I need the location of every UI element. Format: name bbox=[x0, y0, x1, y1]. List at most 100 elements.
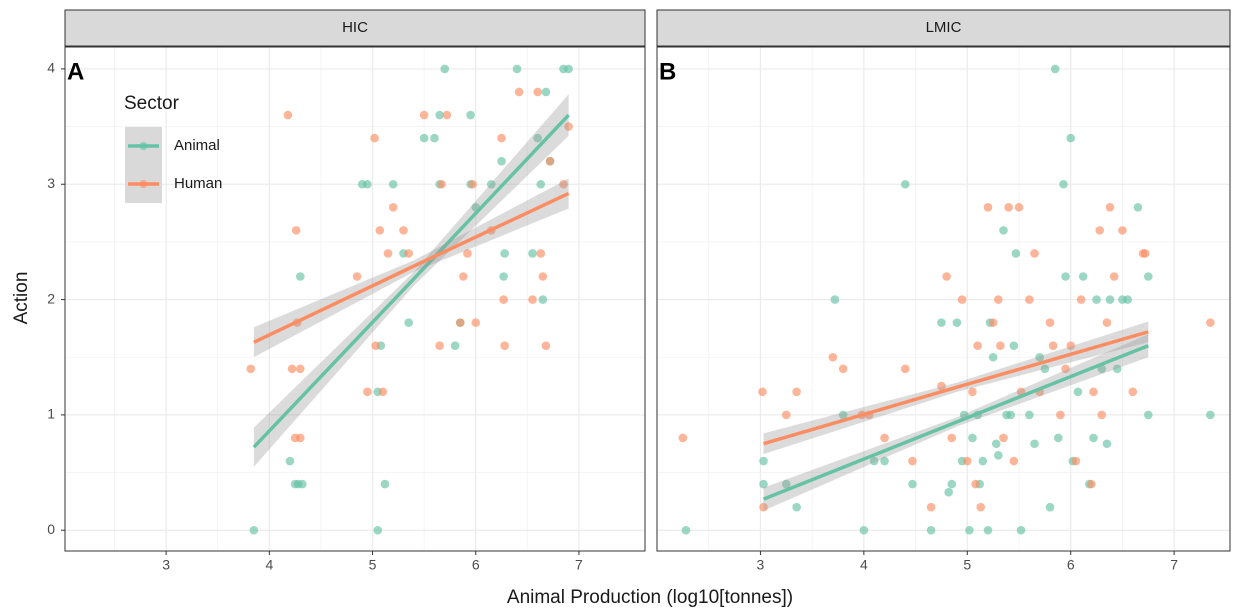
point bbox=[908, 456, 917, 466]
point bbox=[463, 249, 472, 258]
y-tick-label: 3 bbox=[47, 175, 55, 191]
point bbox=[1143, 272, 1153, 281]
point bbox=[869, 456, 879, 466]
point bbox=[564, 64, 573, 74]
point bbox=[828, 352, 838, 362]
point bbox=[499, 295, 508, 304]
point bbox=[968, 433, 977, 443]
x-tick-label: 4 bbox=[265, 557, 273, 573]
point bbox=[455, 318, 465, 327]
point bbox=[296, 433, 305, 443]
legend-label: Animal bbox=[174, 137, 220, 154]
point bbox=[1066, 341, 1076, 351]
point bbox=[1035, 352, 1044, 362]
point bbox=[1128, 387, 1138, 397]
point bbox=[937, 381, 946, 391]
x-tick-label: 3 bbox=[162, 557, 170, 573]
strip bbox=[64, 9, 646, 47]
strip bbox=[656, 9, 1231, 47]
point bbox=[298, 479, 307, 489]
panel-border bbox=[64, 46, 646, 552]
point bbox=[1054, 433, 1063, 443]
point bbox=[759, 456, 768, 466]
point bbox=[466, 110, 475, 120]
point bbox=[388, 179, 398, 189]
point bbox=[380, 479, 390, 489]
point bbox=[1097, 410, 1107, 420]
point bbox=[1112, 364, 1122, 374]
point bbox=[545, 156, 555, 166]
point bbox=[994, 295, 1003, 304]
point bbox=[287, 364, 297, 374]
point bbox=[249, 525, 259, 535]
point bbox=[1123, 295, 1132, 304]
point bbox=[1066, 133, 1076, 143]
point bbox=[759, 502, 768, 512]
point bbox=[859, 525, 869, 535]
point bbox=[388, 203, 398, 212]
point bbox=[450, 341, 460, 351]
point bbox=[375, 226, 385, 235]
point bbox=[486, 179, 496, 189]
point bbox=[759, 479, 768, 489]
point bbox=[564, 122, 573, 131]
point bbox=[792, 502, 801, 512]
point bbox=[533, 133, 542, 143]
point bbox=[536, 249, 546, 258]
point bbox=[1102, 439, 1112, 449]
point bbox=[541, 87, 551, 97]
point bbox=[1092, 295, 1101, 304]
point bbox=[352, 272, 362, 281]
point bbox=[1059, 179, 1068, 189]
x-tick-label: 3 bbox=[757, 557, 765, 573]
point bbox=[1133, 203, 1143, 212]
point bbox=[1061, 272, 1070, 281]
point bbox=[999, 433, 1008, 443]
point bbox=[758, 387, 767, 397]
point bbox=[1105, 203, 1115, 212]
point bbox=[1030, 439, 1039, 449]
point bbox=[983, 525, 993, 535]
point bbox=[1009, 456, 1019, 466]
point bbox=[1071, 456, 1081, 466]
point bbox=[459, 272, 468, 281]
point bbox=[900, 179, 910, 189]
point bbox=[296, 272, 305, 281]
point bbox=[512, 64, 522, 74]
point bbox=[976, 502, 986, 512]
x-tick-label: 4 bbox=[860, 557, 868, 573]
point bbox=[285, 456, 295, 466]
point bbox=[781, 479, 791, 489]
point bbox=[528, 249, 537, 258]
point bbox=[442, 110, 452, 120]
point bbox=[781, 410, 791, 420]
point bbox=[383, 249, 393, 258]
point bbox=[1087, 479, 1096, 489]
point bbox=[1095, 226, 1104, 235]
y-tick-label: 4 bbox=[47, 60, 55, 76]
point bbox=[973, 341, 982, 351]
point bbox=[437, 179, 446, 189]
point bbox=[926, 525, 936, 535]
point bbox=[435, 110, 444, 120]
point bbox=[1006, 410, 1016, 420]
x-axis-title: Animal Production (log10[tonnes]) bbox=[507, 587, 793, 608]
point bbox=[962, 456, 972, 466]
point bbox=[1011, 249, 1021, 258]
point bbox=[378, 387, 388, 397]
point bbox=[1140, 249, 1150, 258]
point bbox=[296, 364, 305, 374]
point bbox=[246, 364, 256, 374]
point bbox=[968, 387, 977, 397]
point bbox=[497, 156, 506, 166]
point bbox=[497, 133, 506, 143]
point bbox=[1118, 226, 1127, 235]
point bbox=[978, 456, 988, 466]
x-tick-label: 7 bbox=[575, 557, 583, 573]
point bbox=[363, 387, 372, 397]
point bbox=[419, 133, 429, 143]
point bbox=[838, 364, 848, 374]
point bbox=[419, 110, 429, 120]
point bbox=[983, 203, 993, 212]
